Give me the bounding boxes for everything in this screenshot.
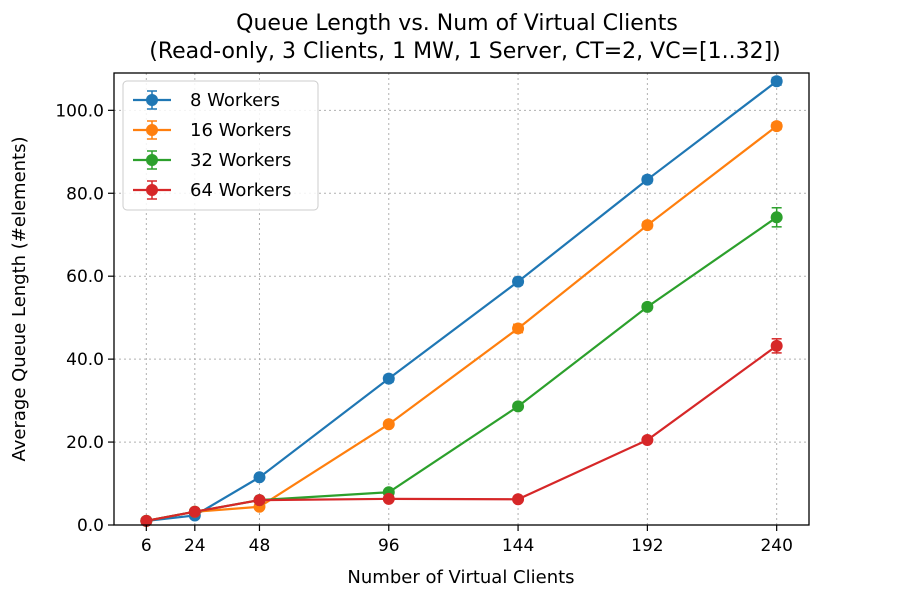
legend-label: 8 Workers <box>190 90 280 111</box>
data-point <box>512 400 525 413</box>
data-point <box>641 300 654 313</box>
data-point <box>641 219 654 232</box>
x-tick-label: 48 <box>249 536 271 556</box>
data-point <box>770 75 783 88</box>
chart-subtitle: (Read-only, 3 Clients, 1 MW, 1 Server, C… <box>149 39 780 64</box>
data-point <box>382 492 395 505</box>
y-tick-label: 20.0 <box>66 433 104 453</box>
legend-swatch-marker <box>146 124 158 136</box>
legend-entry: 64 Workers <box>133 180 291 201</box>
x-axis-label: Number of Virtual Clients <box>347 567 574 588</box>
legend-entry: 8 Workers <box>133 90 280 111</box>
series-layer <box>140 75 783 527</box>
data-point <box>188 505 201 518</box>
chart-title: Queue Length vs. Num of Virtual Clients <box>236 11 678 36</box>
x-axis-ticks: 6 24 48 96 144 192 240 <box>141 525 793 556</box>
y-tick-label: 40.0 <box>66 350 104 370</box>
y-tick-label: 60.0 <box>66 267 104 287</box>
data-point <box>770 211 783 224</box>
x-tick-label: 96 <box>378 536 400 556</box>
series-32-workers <box>140 207 783 527</box>
legend: 8 Workers 16 Workers 32 Workers 64 Workers <box>122 80 319 211</box>
y-axis-ticks: 0.0 20.0 40.0 60.0 80.0 100.0 <box>55 101 114 536</box>
plot-area-frame <box>113 72 810 526</box>
data-point <box>770 120 783 133</box>
data-point <box>253 471 266 484</box>
data-point <box>382 418 395 431</box>
legend-swatch-marker <box>146 94 158 106</box>
data-point <box>770 339 783 352</box>
x-tick-label: 192 <box>631 536 663 556</box>
legend-frame <box>122 80 319 211</box>
data-point <box>512 493 525 506</box>
data-point <box>641 173 654 186</box>
legend-entry: 16 Workers <box>133 120 291 141</box>
legend-label: 64 Workers <box>190 180 291 201</box>
data-point <box>140 514 153 527</box>
y-tick-label: 100.0 <box>55 101 104 121</box>
legend-entry: 32 Workers <box>133 150 291 171</box>
x-tick-label: 6 <box>141 536 152 556</box>
legend-swatch-marker <box>146 154 158 166</box>
y-tick-label: 80.0 <box>66 184 104 204</box>
data-point <box>512 322 525 335</box>
legend-label: 16 Workers <box>190 120 291 141</box>
series-line <box>146 344 778 522</box>
y-axis-label: Average Queue Length (#elements) <box>9 136 30 461</box>
data-point <box>382 372 395 385</box>
x-tick-label: 24 <box>184 536 206 556</box>
x-tick-label: 240 <box>760 536 792 556</box>
legend-label: 32 Workers <box>190 150 291 171</box>
y-tick-label: 0.0 <box>77 516 104 536</box>
data-point <box>512 275 525 288</box>
data-point <box>641 433 654 446</box>
x-tick-label: 144 <box>502 536 534 556</box>
series-64-workers <box>140 338 783 527</box>
legend-swatch-marker <box>146 184 158 196</box>
data-point <box>253 494 266 507</box>
